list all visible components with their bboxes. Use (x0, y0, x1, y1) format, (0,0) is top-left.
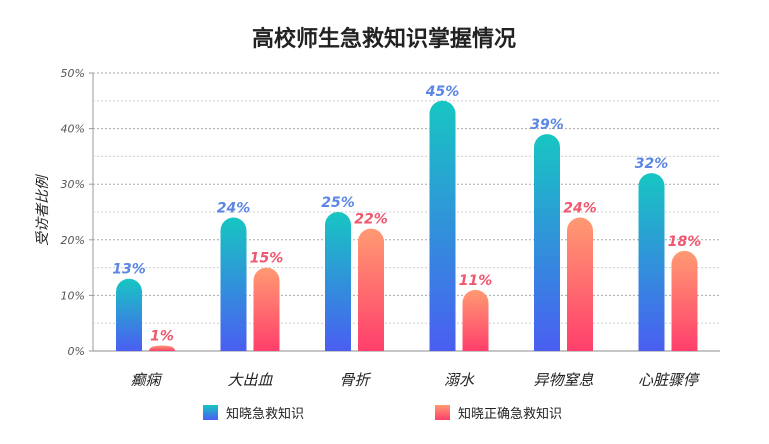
x-tick-label: 癫痫 (130, 371, 163, 389)
bar-correct-1 (253, 267, 280, 351)
y-tick-label: 50% (61, 67, 85, 80)
data-label: 13% (112, 262, 146, 278)
bar-correct-4 (567, 217, 593, 351)
y-tick-label: 40% (61, 123, 85, 136)
bar-correct-5 (671, 250, 698, 351)
data-label: 18% (668, 234, 702, 250)
legend-label: 知晓正确急救知识 (458, 406, 562, 422)
data-label: 32% (635, 156, 669, 172)
bar-correct-0 (149, 345, 175, 351)
y-tick-label: 30% (61, 178, 85, 191)
data-label: 24% (217, 201, 251, 217)
y-tick-label: 10% (61, 289, 85, 302)
data-label: 15% (250, 251, 284, 267)
x-tick-label: 大出血 (227, 371, 273, 389)
x-tick-label: 溺水 (444, 371, 475, 389)
legend-label: 知晓急救知识 (226, 406, 304, 422)
x-tick-label: 心脏骤停 (638, 371, 701, 389)
legend-swatch (203, 405, 218, 420)
data-label: 22% (354, 212, 388, 228)
data-label: 39% (530, 117, 564, 133)
bar-know-1 (220, 217, 247, 351)
bar-know-5 (638, 173, 665, 351)
y-tick-label: 0% (68, 345, 85, 358)
data-label: 11% (459, 273, 493, 289)
bar-know-2 (325, 212, 351, 351)
bar-know-0 (116, 278, 142, 351)
data-label: 45% (425, 84, 460, 100)
bar-know-3 (429, 100, 456, 351)
bar-correct-2 (358, 228, 384, 351)
data-label: 1% (150, 328, 174, 344)
chart-title: 高校师生急救知识掌握情况 (252, 26, 516, 52)
x-tick-label: 异物窒息 (533, 371, 593, 389)
legend-swatch (435, 405, 450, 420)
bar-know-4 (534, 134, 560, 351)
data-label: 24% (563, 201, 597, 217)
data-label: 25% (321, 195, 355, 211)
y-tick-label: 20% (61, 234, 85, 247)
y-axis-label: 受访者比例 (35, 174, 51, 246)
x-tick-label: 骨折 (339, 371, 371, 389)
bar-correct-3 (462, 289, 489, 351)
